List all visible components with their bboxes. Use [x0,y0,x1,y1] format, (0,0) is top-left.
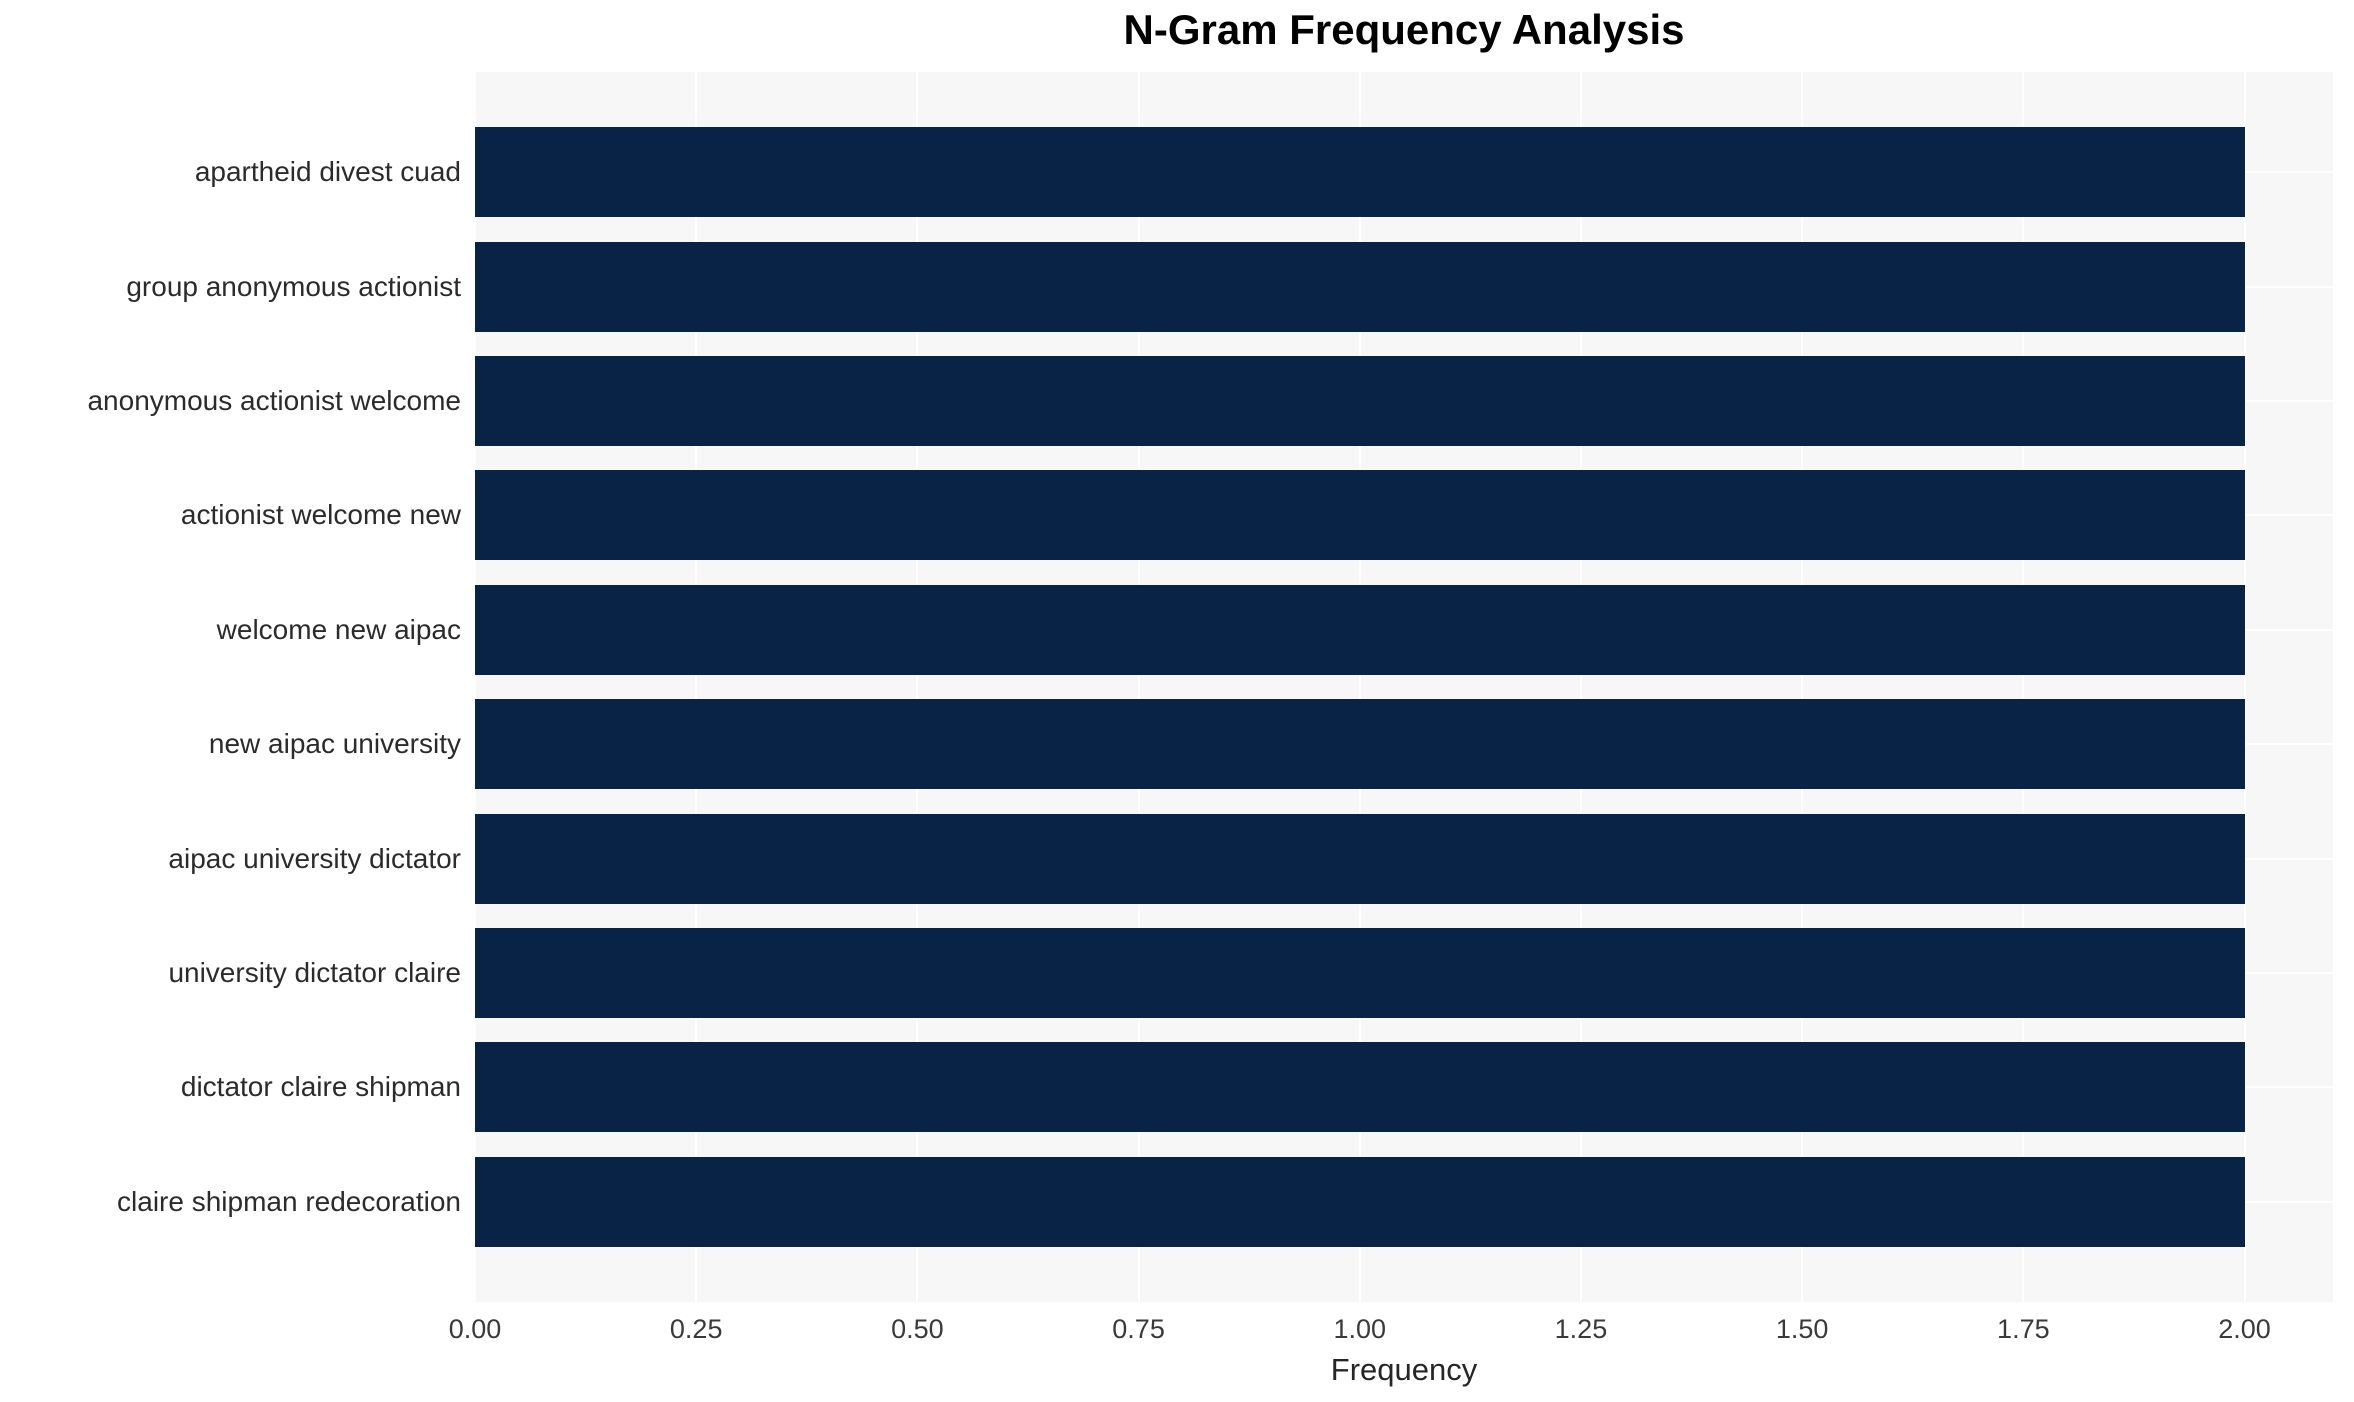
x-gridline [1358,72,1361,1302]
y-tick-label: university dictator claire [168,957,461,988]
plot-area [474,72,2333,1302]
x-tick-label: 1.75 [1997,1314,2050,1344]
y-tick-label: aipac university dictator [168,842,461,874]
x-axis-title: Frequency [1330,1352,1478,1387]
x-gridline [2243,72,2246,1302]
bar [475,127,2245,218]
y-tick-label: group anonymous actionist [126,270,461,302]
x-tick-label: 1.00 [1333,1314,1387,1344]
x-tick-label: 0.75 [1112,1314,1165,1344]
x-gridline [1137,72,1140,1302]
x-tick-label: 0.25 [669,1314,723,1344]
x-tick-label: 1.50 [1775,1314,1829,1344]
x-tick-label: 1.25 [1554,1314,1608,1344]
y-tick-label: anonymous actionist welcome [87,385,461,416]
x-gridline [2022,72,2025,1302]
x-gridline [1579,72,1582,1302]
bar [475,699,2245,790]
bar [475,1042,2245,1133]
bar [475,928,2245,1018]
y-tick-label: welcome new aipac [216,613,461,645]
y-tick-label: actionist welcome new [180,499,461,531]
x-tick-label: 2.00 [2218,1314,2271,1344]
x-gridline [695,72,698,1302]
y-tick-label: claire shipman redecoration [117,1185,461,1217]
y-tick-label: dictator claire shipman [180,1071,461,1103]
bar [475,356,2245,446]
x-gridline [474,72,476,1302]
bar [475,813,2245,904]
chart-title: N-Gram Frequency Analysis [1123,6,1685,53]
x-tick-label: 0.50 [891,1314,944,1344]
bar [475,241,2245,332]
bar [475,1156,2245,1247]
x-gridline [916,72,919,1302]
bar [475,584,2245,675]
y-tick-label: new aipac university [208,728,461,760]
x-gridline [1801,72,1804,1302]
y-tick-label: apartheid divest cuad [194,156,461,188]
x-tick-label: 0.00 [448,1314,502,1344]
bar [475,470,2245,561]
